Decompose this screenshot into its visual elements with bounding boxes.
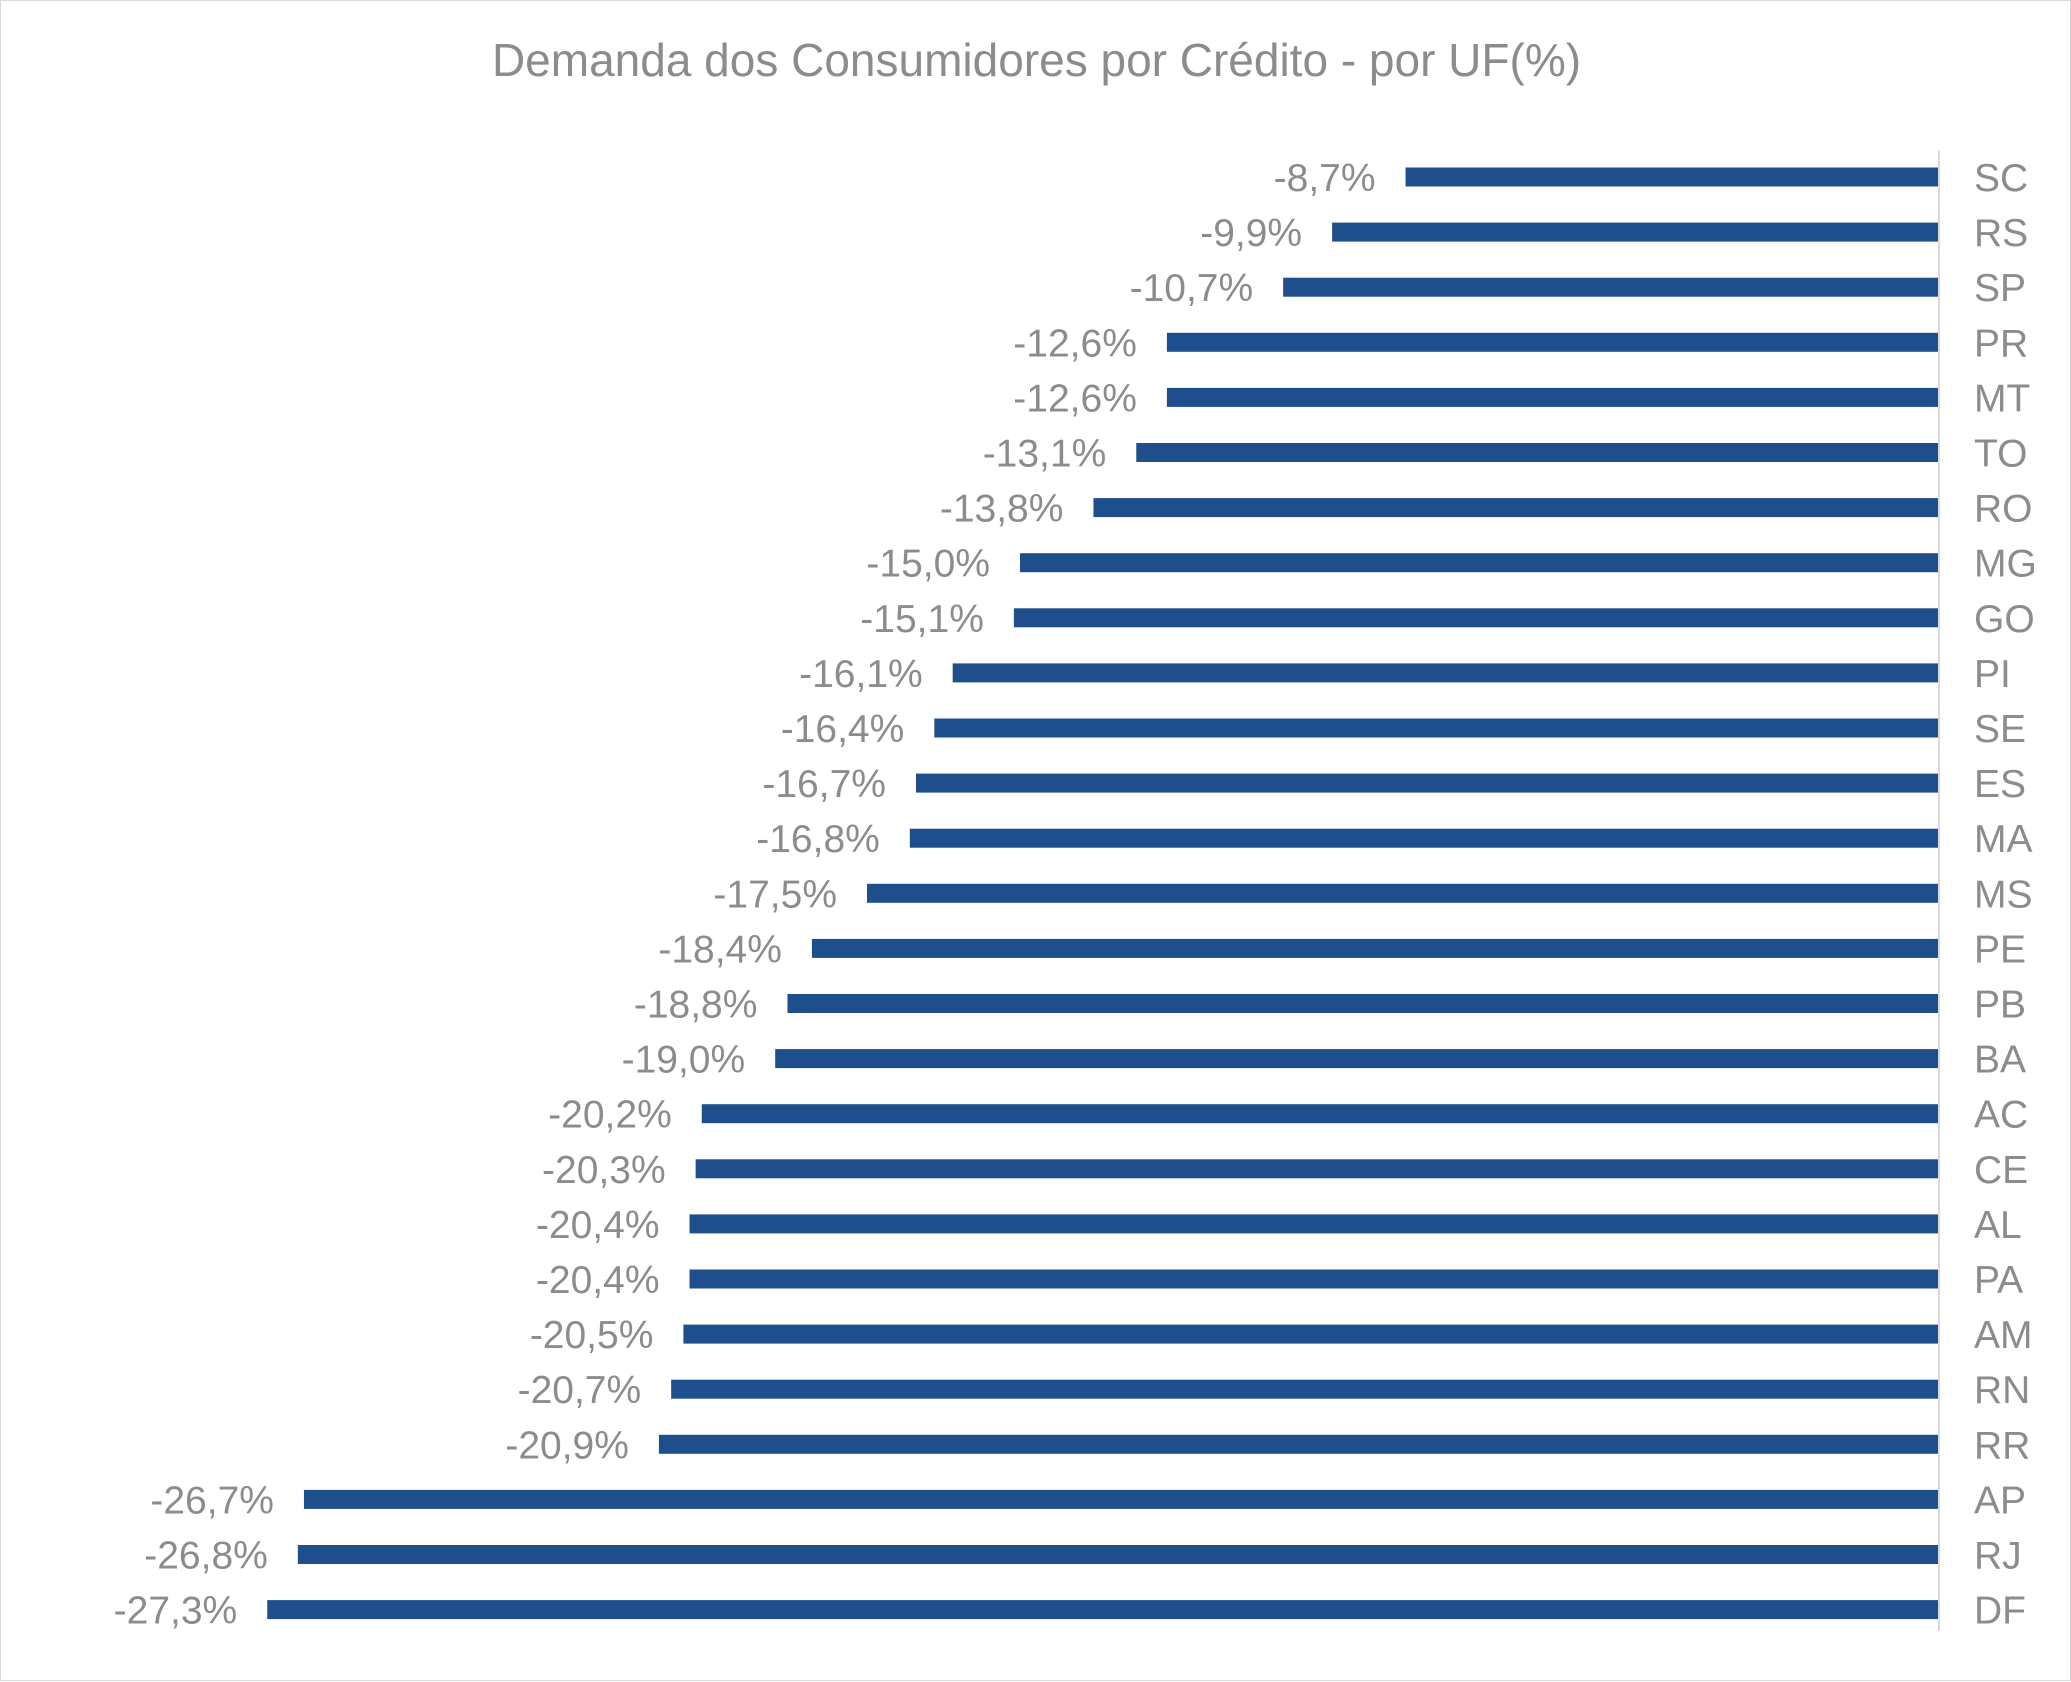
data-label-ce: -20,3% bbox=[542, 1149, 666, 1192]
data-label-rn: -20,7% bbox=[518, 1369, 642, 1412]
data-label-pr: -12,6% bbox=[1013, 322, 1137, 365]
category-label-go: GO bbox=[1974, 598, 2035, 641]
category-label-ms: MS bbox=[1974, 873, 2033, 916]
category-label-es: ES bbox=[1974, 763, 2026, 806]
category-label-df: DF bbox=[1974, 1590, 2026, 1633]
bar-sp bbox=[1283, 277, 1938, 297]
category-label-rn: RN bbox=[1974, 1369, 2030, 1412]
data-label-go: -15,1% bbox=[860, 598, 984, 641]
bar-se bbox=[934, 718, 1938, 738]
data-label-to: -13,1% bbox=[983, 433, 1107, 476]
bar-al bbox=[689, 1214, 1938, 1234]
category-label-ce: CE bbox=[1974, 1149, 2028, 1192]
bar-pb bbox=[787, 994, 1939, 1013]
category-label-pi: PI bbox=[1974, 653, 2011, 696]
bar-ma bbox=[909, 828, 1938, 848]
category-label-al: AL bbox=[1974, 1204, 2022, 1247]
data-label-rr: -20,9% bbox=[505, 1424, 629, 1467]
bar-rn bbox=[671, 1379, 1939, 1399]
bar-ms bbox=[867, 883, 1938, 903]
data-label-ap: -26,7% bbox=[150, 1479, 274, 1522]
bar-ce bbox=[695, 1159, 1938, 1179]
bar-go bbox=[1013, 608, 1938, 628]
bar-rs bbox=[1332, 222, 1938, 242]
bar-ba bbox=[775, 1049, 1939, 1069]
bar-mt bbox=[1166, 387, 1938, 407]
bar-rr bbox=[658, 1434, 1939, 1454]
data-label-se: -16,4% bbox=[781, 708, 905, 751]
data-label-pa: -20,4% bbox=[536, 1259, 660, 1302]
category-label-ma: MA bbox=[1974, 818, 2033, 861]
category-label-ro: RO bbox=[1974, 488, 2033, 531]
category-label-sc: SC bbox=[1974, 157, 2028, 200]
bar-pe bbox=[811, 938, 1939, 958]
bar-rj bbox=[297, 1545, 1939, 1564]
bar-ap bbox=[303, 1489, 1939, 1509]
category-label-mg: MG bbox=[1974, 543, 2037, 586]
bar-ac bbox=[701, 1104, 1938, 1124]
category-labels-group: SC RS SP PR MT TO RO MG GO PI SE ES MA MS PE PB BA AC CE AL… bbox=[1974, 157, 2037, 1633]
bar-am bbox=[683, 1324, 1938, 1344]
data-label-al: -20,4% bbox=[536, 1204, 660, 1247]
data-label-rs: -9,9% bbox=[1200, 212, 1302, 255]
data-label-pb: -18,8% bbox=[634, 984, 758, 1027]
data-label-rj: -26,8% bbox=[144, 1535, 268, 1578]
bar-mg bbox=[1020, 553, 1938, 573]
bar-pi bbox=[952, 663, 1938, 683]
chart-title: Demanda dos Consumidores por Crédito - p… bbox=[491, 34, 1582, 86]
category-label-pa: PA bbox=[1974, 1259, 2023, 1302]
bar-pa bbox=[689, 1269, 1938, 1289]
bar-ro bbox=[1093, 498, 1938, 518]
data-labels-group: -8,7% -9,9% -10,7% -12,6% -12,6% -13,1% -13,8%… bbox=[114, 157, 1376, 1633]
data-label-ac: -20,2% bbox=[548, 1094, 672, 1137]
data-label-ba: -19,0% bbox=[622, 1039, 746, 1082]
data-label-pe: -18,4% bbox=[658, 928, 782, 971]
category-label-mt: MT bbox=[1974, 377, 2030, 420]
category-label-rr: RR bbox=[1974, 1424, 2030, 1467]
bar-sc bbox=[1405, 167, 1938, 187]
category-label-rj: RJ bbox=[1974, 1535, 2022, 1578]
bar-df bbox=[267, 1600, 1938, 1620]
data-label-pi: -16,1% bbox=[799, 653, 923, 696]
category-label-to: TO bbox=[1974, 433, 2027, 476]
category-label-sp: SP bbox=[1974, 267, 2026, 310]
category-label-pr: PR bbox=[1974, 322, 2028, 365]
category-label-ap: AP bbox=[1974, 1479, 2026, 1522]
bars-group bbox=[267, 167, 1939, 1620]
data-label-df: -27,3% bbox=[114, 1590, 238, 1633]
category-label-pe: PE bbox=[1974, 928, 2026, 971]
bar-pr bbox=[1166, 332, 1938, 352]
data-label-ma: -16,8% bbox=[756, 818, 880, 861]
category-label-pb: PB bbox=[1974, 984, 2026, 1027]
data-label-ms: -17,5% bbox=[713, 873, 837, 916]
data-label-am: -20,5% bbox=[530, 1314, 654, 1357]
category-label-rs: RS bbox=[1974, 212, 2028, 255]
bar-to bbox=[1136, 443, 1938, 462]
data-label-es: -16,7% bbox=[762, 763, 886, 806]
category-label-ac: AC bbox=[1974, 1094, 2028, 1137]
data-label-ro: -13,8% bbox=[940, 488, 1064, 531]
category-label-se: SE bbox=[1974, 708, 2026, 751]
bar-es bbox=[915, 773, 1938, 793]
category-label-ba: BA bbox=[1974, 1039, 2026, 1082]
data-label-sc: -8,7% bbox=[1274, 157, 1376, 200]
category-label-am: AM bbox=[1974, 1314, 2033, 1357]
data-label-mt: -12,6% bbox=[1013, 377, 1137, 420]
data-label-sp: -10,7% bbox=[1130, 267, 1254, 310]
data-label-mg: -15,0% bbox=[866, 543, 990, 586]
